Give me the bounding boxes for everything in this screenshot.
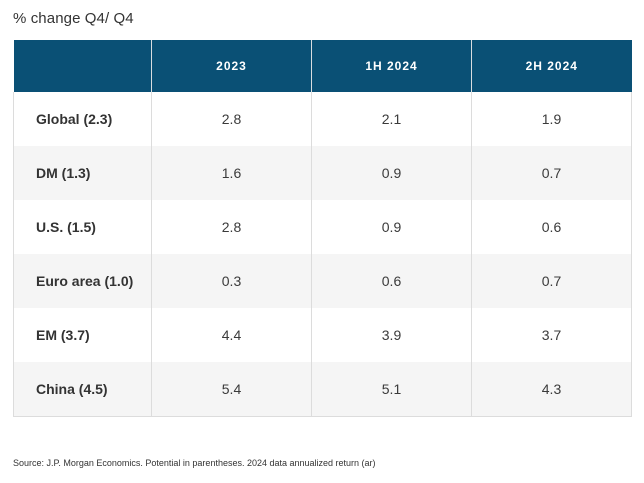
cell-value: 2.8 (151, 200, 312, 254)
table-row: Global (2.3) 2.8 2.1 1.9 (13, 92, 632, 146)
growth-table: 2023 1H 2024 2H 2024 Global (2.3) 2.8 2.… (13, 40, 632, 417)
row-label: Global (2.3) (13, 92, 152, 146)
header-row: 2023 1H 2024 2H 2024 (13, 40, 632, 92)
cell-value: 0.6 (471, 200, 632, 254)
cell-value: 5.1 (311, 362, 472, 417)
table-subtitle: % change Q4/ Q4 (13, 10, 134, 27)
cell-value: 2.1 (311, 92, 472, 146)
cell-value: 3.7 (471, 308, 632, 362)
cell-value: 2.8 (151, 92, 312, 146)
cell-value: 0.9 (311, 200, 472, 254)
table-row: DM (1.3) 1.6 0.9 0.7 (13, 146, 632, 200)
table-row: U.S. (1.5) 2.8 0.9 0.6 (13, 200, 632, 254)
source-note: Source: J.P. Morgan Economics. Potential… (13, 458, 376, 468)
header-cell-2h-2024: 2H 2024 (471, 40, 632, 92)
cell-value: 0.7 (471, 146, 632, 200)
table-row: China (4.5) 5.4 5.1 4.3 (13, 362, 632, 417)
table-row: Euro area (1.0) 0.3 0.6 0.7 (13, 254, 632, 308)
header-cell-1h-2024: 1H 2024 (311, 40, 472, 92)
cell-value: 4.4 (151, 308, 312, 362)
header-cell-2023: 2023 (151, 40, 312, 92)
cell-value: 3.9 (311, 308, 472, 362)
cell-value: 0.7 (471, 254, 632, 308)
row-label: China (4.5) (13, 362, 152, 417)
row-label: DM (1.3) (13, 146, 152, 200)
cell-value: 5.4 (151, 362, 312, 417)
cell-value: 1.9 (471, 92, 632, 146)
row-label: EM (3.7) (13, 308, 152, 362)
cell-value: 1.6 (151, 146, 312, 200)
cell-value: 0.3 (151, 254, 312, 308)
row-label: Euro area (1.0) (13, 254, 152, 308)
table-row: EM (3.7) 4.4 3.9 3.7 (13, 308, 632, 362)
row-label: U.S. (1.5) (13, 200, 152, 254)
cell-value: 0.6 (311, 254, 472, 308)
cell-value: 0.9 (311, 146, 472, 200)
header-cell-region (13, 40, 152, 92)
cell-value: 4.3 (471, 362, 632, 417)
